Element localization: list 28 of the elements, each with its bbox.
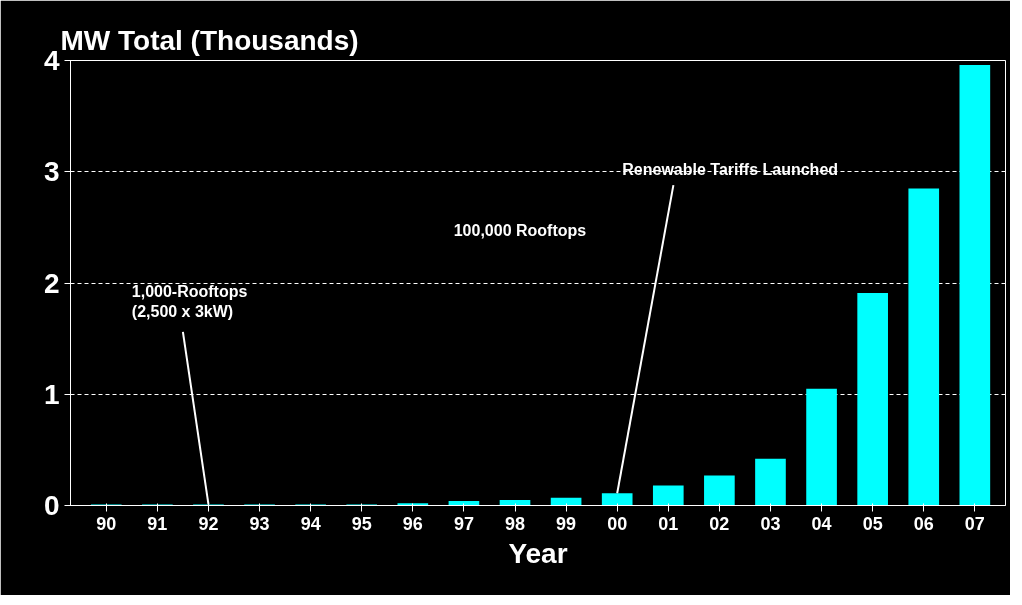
x-tick-label: 95 xyxy=(351,513,372,534)
x-tick-label: 97 xyxy=(453,513,474,534)
x-axis-title: Year xyxy=(508,537,568,569)
x-tick-label: 96 xyxy=(402,513,423,534)
annotation: Renewable Tariffs Launched xyxy=(622,160,839,178)
annotation: 100,000 Rooftops xyxy=(453,221,587,239)
x-tick-label: 03 xyxy=(760,513,781,534)
y-tick-label: 4 xyxy=(43,45,60,76)
x-tick-label: 90 xyxy=(96,513,117,534)
x-tick-label: 01 xyxy=(658,513,679,534)
y-tick-label: 0 xyxy=(43,490,60,521)
x-tick-label: 94 xyxy=(300,513,321,534)
chart-title: MW Total (Thousands) xyxy=(60,24,359,56)
x-tick-label: 91 xyxy=(147,513,168,534)
x-tick-label: 92 xyxy=(198,513,219,534)
y-tick-label: 3 xyxy=(43,156,60,188)
x-tick-label: 05 xyxy=(862,513,883,534)
x-tick-label: 07 xyxy=(964,513,985,534)
x-tick-label: 93 xyxy=(249,513,270,534)
x-tick-label: 99 xyxy=(556,513,577,534)
x-tick-label: 98 xyxy=(505,513,526,534)
x-tick-label: 02 xyxy=(709,513,730,534)
y-tick-label: 1 xyxy=(43,378,60,410)
x-tick-label: 06 xyxy=(913,513,934,534)
y-tick-label: 2 xyxy=(43,267,60,299)
x-tick-label: 04 xyxy=(811,513,832,534)
x-tick-label: 00 xyxy=(607,513,628,534)
annotation: 1,000-Rooftops (2,500 x 3kW) xyxy=(131,283,248,321)
